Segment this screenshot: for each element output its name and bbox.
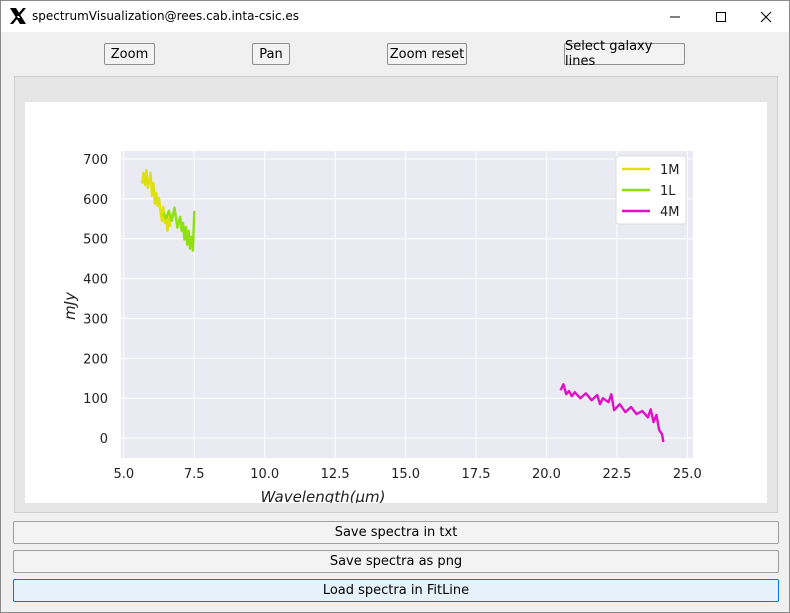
save-txt-button[interactable]: Save spectra in txt: [13, 521, 779, 544]
x-axis-ticks: 5.0 7.5 10.0 12.5 15.0 17.5 20.0 22.5 25.0: [113, 467, 701, 482]
x-tick-label: 12.5: [321, 467, 350, 482]
series-layer: [140, 168, 665, 443]
legend-label: 4M: [660, 205, 680, 220]
title-bar: spectrumVisualization@rees.cab.inta-csic…: [1, 1, 789, 32]
zoom-reset-button[interactable]: Zoom reset: [387, 43, 467, 65]
window-title: spectrumVisualization@rees.cab.inta-csic…: [32, 9, 300, 23]
close-button[interactable]: [743, 1, 789, 32]
zoom-button[interactable]: Zoom: [104, 43, 155, 65]
y-tick-label: 300: [83, 312, 108, 327]
x-logo-icon: [10, 8, 26, 24]
plot-canvas[interactable]: 5.0 7.5 10.0 12.5 15.0 17.5 20.0 22.5 25.0 0 100 2…: [25, 102, 767, 506]
y-tick-label: 500: [83, 233, 108, 248]
x-tick-label: 22.5: [602, 467, 631, 482]
y-tick-label: 700: [83, 153, 108, 168]
x-tick-label: 5.0: [113, 467, 134, 482]
x-tick-label: 25.0: [673, 467, 702, 482]
x-tick-label: 20.0: [532, 467, 561, 482]
spectrum-chart[interactable]: 5.0 7.5 10.0 12.5 15.0 17.5 20.0 22.5 25.0 0 100 2…: [25, 102, 767, 506]
maximize-icon: [716, 11, 726, 22]
grid-lines: [121, 151, 693, 458]
series-line-4M: [559, 383, 665, 443]
close-icon: [760, 11, 772, 22]
legend-label: 1L: [660, 184, 676, 199]
legend: 1M 1L 4M: [615, 155, 687, 225]
x-tick-label: 7.5: [184, 467, 205, 482]
minimize-icon: [670, 16, 680, 17]
x-tick-label: 17.5: [462, 467, 491, 482]
y-tick-label: 0: [100, 432, 108, 447]
plot-area: [121, 151, 693, 458]
minimize-button[interactable]: [652, 1, 698, 32]
y-axis-label: mJy: [61, 291, 79, 320]
x-tick-label: 10.0: [250, 467, 279, 482]
y-tick-label: 200: [83, 352, 108, 367]
legend-box: [615, 155, 687, 225]
y-tick-label: 400: [83, 273, 108, 288]
y-axis-ticks: 0 100 200 300 400 500 600 700: [83, 153, 108, 447]
y-tick-label: 100: [83, 392, 108, 407]
legend-label: 1M: [660, 163, 680, 178]
load-fitline-button[interactable]: Load spectra in FitLine: [13, 579, 779, 602]
save-png-button[interactable]: Save spectra as png: [13, 550, 779, 573]
select-galaxy-lines-button[interactable]: Select galaxy lines: [564, 39, 685, 69]
pan-button[interactable]: Pan: [252, 43, 290, 65]
y-tick-label: 600: [83, 193, 108, 208]
maximize-button[interactable]: [698, 1, 744, 32]
x-axis-label: Wavelength(μm): [261, 488, 386, 503]
x-tick-label: 15.0: [391, 467, 420, 482]
series-line-1L: [162, 206, 196, 252]
